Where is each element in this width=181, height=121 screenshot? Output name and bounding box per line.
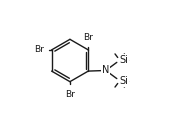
Text: Si: Si	[120, 55, 129, 65]
Text: Br: Br	[83, 33, 93, 42]
Text: Si: Si	[120, 76, 129, 86]
Text: N: N	[102, 65, 110, 76]
Text: Br: Br	[65, 90, 75, 98]
Text: Br: Br	[34, 45, 44, 54]
